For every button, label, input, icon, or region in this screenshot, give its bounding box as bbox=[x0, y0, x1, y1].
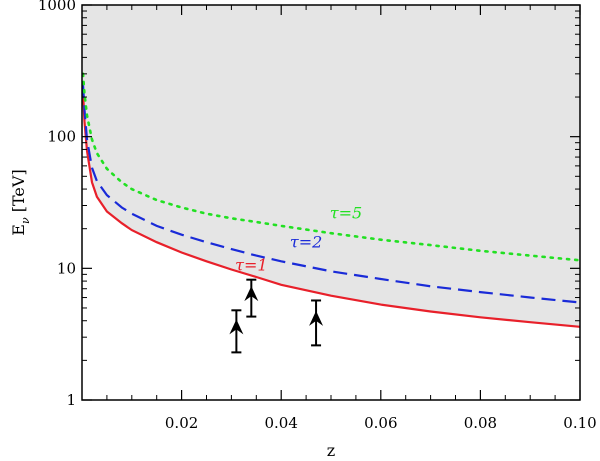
curve-labels-layer: τ=1 τ=2 τ=5 bbox=[235, 203, 362, 274]
curve-label-1: τ=2 bbox=[290, 232, 322, 251]
x-tick-label-1: 0.04 bbox=[264, 414, 297, 432]
series-line-0 bbox=[81, 91, 581, 328]
lower-limit-arrowhead-2 bbox=[309, 310, 324, 326]
y-tick-label-1: 10 bbox=[57, 259, 76, 277]
y-axis-label: Eν [TeV] bbox=[9, 169, 32, 235]
x-axis-label: z bbox=[327, 441, 335, 460]
y-tick-label-0: 1 bbox=[66, 391, 76, 409]
y-axis-label-main: E bbox=[9, 224, 28, 236]
series-line-2 bbox=[81, 72, 582, 262]
y-axis-label-subscript: ν bbox=[19, 217, 32, 224]
x-tick-label-0: 0.02 bbox=[165, 414, 198, 432]
lower-limit-arrowhead-1 bbox=[244, 286, 259, 302]
x-tick-label-3: 0.08 bbox=[464, 414, 497, 432]
curve-label-0: τ=1 bbox=[235, 256, 267, 275]
x-tick-label-4: 0.10 bbox=[563, 414, 596, 432]
y-tick-label-3: 1000 bbox=[38, 0, 76, 14]
shaded-region bbox=[82, 5, 580, 327]
lower-limits-layer bbox=[229, 278, 324, 354]
y-axis-label-unit: [TeV] bbox=[9, 169, 28, 217]
shaded-region-layer bbox=[82, 5, 580, 327]
curve-label-2: τ=5 bbox=[330, 203, 362, 222]
series-layer bbox=[81, 72, 582, 328]
axis-ticks-layer: 0.02 0.04 0.06 0.08 0.10 1 10 100 1000 bbox=[38, 0, 597, 432]
y-tick-label-2: 100 bbox=[47, 128, 76, 146]
series-line-1 bbox=[81, 84, 581, 304]
x-tick-label-2: 0.06 bbox=[364, 414, 397, 432]
lower-limit-arrowhead-0 bbox=[229, 319, 244, 335]
